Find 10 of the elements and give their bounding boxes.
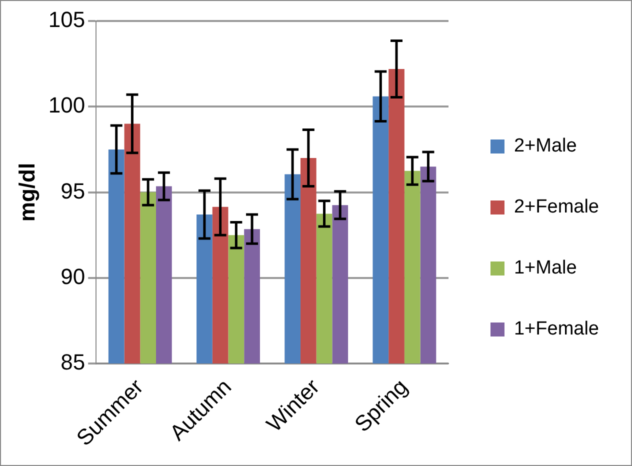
legend-label: 1+Female [514,318,600,340]
legend-label: 2+Female [514,196,600,218]
y-tick-label: 95 [60,178,86,204]
y-tick-label: 90 [60,264,86,289]
y-axis-title: mg/dl [14,162,40,222]
y-tick-label: 105 [48,7,86,32]
y-tick-label: 100 [48,92,86,118]
legend-label: 2+Male [514,136,577,157]
legend-label: 1+Male [514,258,577,279]
y-tick-label: 85 [60,350,86,375]
